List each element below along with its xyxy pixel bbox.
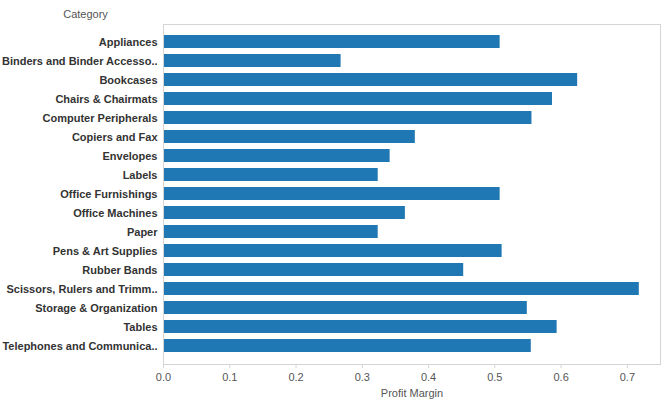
- svg-text:0.0: 0.0: [156, 371, 171, 383]
- svg-text:0.5: 0.5: [487, 371, 502, 383]
- svg-text:Office Furnishings: Office Furnishings: [60, 188, 157, 200]
- svg-text:Office Machines: Office Machines: [73, 207, 157, 219]
- svg-text:Telephones and Communica..: Telephones and Communica..: [2, 340, 157, 352]
- svg-text:Pens & Art Supplies: Pens & Art Supplies: [53, 245, 158, 257]
- svg-text:Labels: Labels: [123, 169, 158, 181]
- svg-text:Envelopes: Envelopes: [102, 150, 157, 162]
- svg-text:Category: Category: [63, 8, 108, 20]
- svg-text:Profit Margin: Profit Margin: [381, 387, 443, 399]
- svg-text:Copiers and Fax: Copiers and Fax: [72, 131, 158, 143]
- svg-text:Scissors, Rulers and Trimm..: Scissors, Rulers and Trimm..: [6, 283, 157, 295]
- svg-text:Computer Peripherals: Computer Peripherals: [43, 112, 158, 124]
- svg-text:Paper: Paper: [127, 226, 158, 238]
- svg-text:Binders and Binder Accesso..: Binders and Binder Accesso..: [2, 55, 157, 67]
- svg-text:0.6: 0.6: [553, 371, 568, 383]
- svg-text:0.2: 0.2: [288, 371, 303, 383]
- svg-text:Rubber Bands: Rubber Bands: [82, 264, 157, 276]
- svg-text:0.7: 0.7: [620, 371, 635, 383]
- svg-text:Appliances: Appliances: [99, 36, 158, 48]
- svg-text:0.3: 0.3: [355, 371, 370, 383]
- svg-text:Storage & Organization: Storage & Organization: [35, 302, 158, 314]
- svg-text:0.4: 0.4: [421, 371, 436, 383]
- svg-text:Chairs & Chairmats: Chairs & Chairmats: [55, 93, 157, 105]
- svg-text:Bookcases: Bookcases: [99, 74, 157, 86]
- svg-text:Tables: Tables: [123, 321, 157, 333]
- svg-text:0.1: 0.1: [222, 371, 237, 383]
